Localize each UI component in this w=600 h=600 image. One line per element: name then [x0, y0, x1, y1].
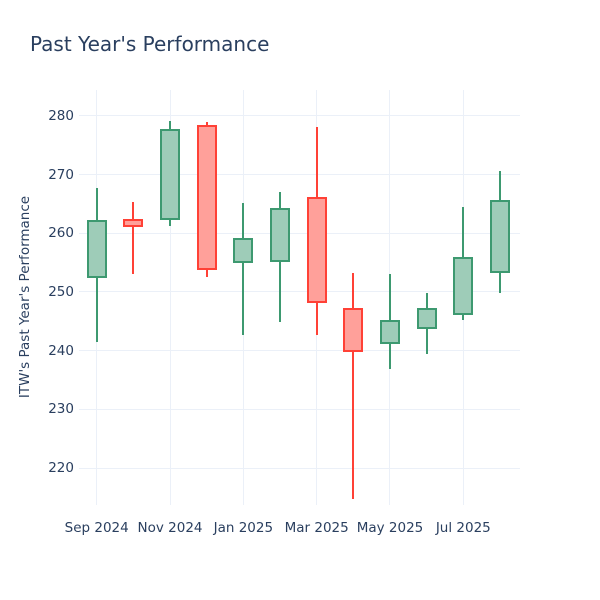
- candle-oct-2024[interactable]: [123, 219, 144, 228]
- y-tick-label: 260: [48, 225, 74, 242]
- x-gridline: [169, 90, 171, 505]
- y-gridline: [79, 232, 520, 234]
- x-tick-label: Jul 2025: [435, 520, 491, 536]
- y-tick-label: 250: [48, 283, 74, 300]
- candle-jan-2025[interactable]: [233, 237, 254, 263]
- candle-feb-2025[interactable]: [270, 207, 290, 262]
- candle-jul-2025[interactable]: [453, 257, 474, 316]
- y-gridline: [79, 174, 520, 176]
- candle-mar-2025[interactable]: [306, 197, 327, 304]
- candle-sep-2024[interactable]: [86, 220, 107, 279]
- y-tick-label: 230: [48, 401, 74, 418]
- candle-jun-2025[interactable]: [416, 307, 437, 329]
- y-gridline: [79, 350, 520, 352]
- candle-dec-2024[interactable]: [196, 125, 217, 270]
- x-tick-label: Sep 2024: [64, 520, 129, 536]
- x-tick-label: Nov 2024: [137, 520, 203, 536]
- y-tick-label: 280: [48, 107, 74, 124]
- candle-wick-oct-2024: [132, 202, 135, 274]
- y-gridline: [79, 467, 520, 469]
- candle-wick-apr-2025: [352, 272, 355, 500]
- x-tick-label: Mar 2025: [284, 520, 349, 536]
- candle-aug-2025[interactable]: [489, 200, 510, 273]
- x-tick-label: Jan 2025: [213, 520, 274, 536]
- candle-apr-2025[interactable]: [343, 307, 364, 352]
- y-tick-label: 270: [48, 166, 74, 183]
- x-tick-label: May 2025: [356, 520, 424, 536]
- candle-nov-2024[interactable]: [160, 128, 181, 221]
- candle-wick-jan-2025: [242, 203, 245, 336]
- y-gridline: [79, 291, 520, 293]
- chart-title: Past Year's Performance: [30, 32, 270, 56]
- y-tick-label: 240: [48, 342, 74, 359]
- y-gridline: [79, 408, 520, 410]
- y-tick-label: 220: [48, 460, 74, 477]
- candle-may-2025[interactable]: [379, 319, 400, 344]
- y-gridline: [79, 115, 520, 117]
